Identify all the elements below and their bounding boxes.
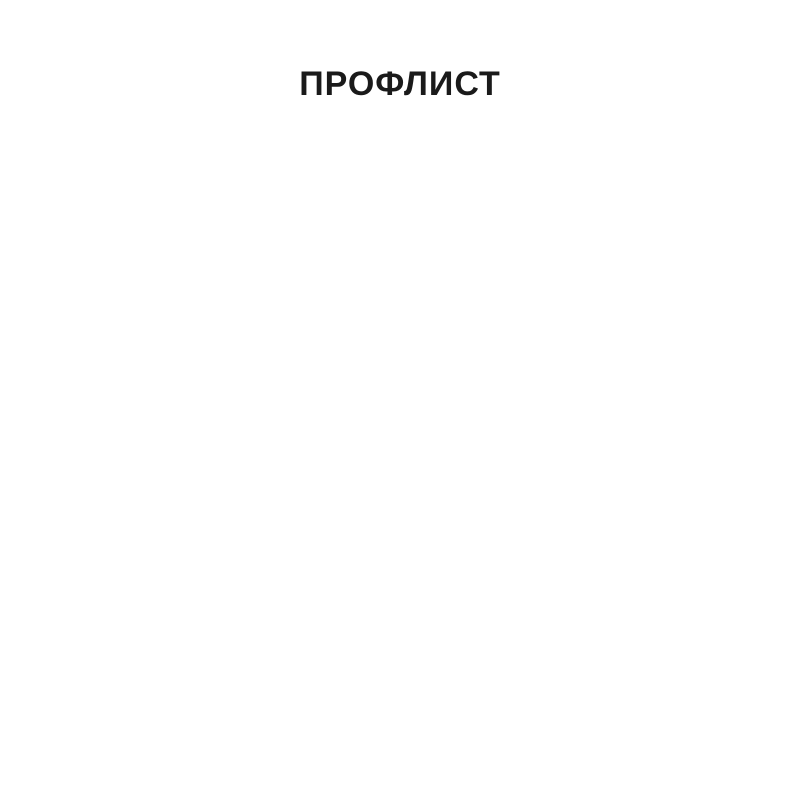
svg-text:ПРОФЛИСТ: ПРОФЛИСТ — [299, 65, 501, 103]
